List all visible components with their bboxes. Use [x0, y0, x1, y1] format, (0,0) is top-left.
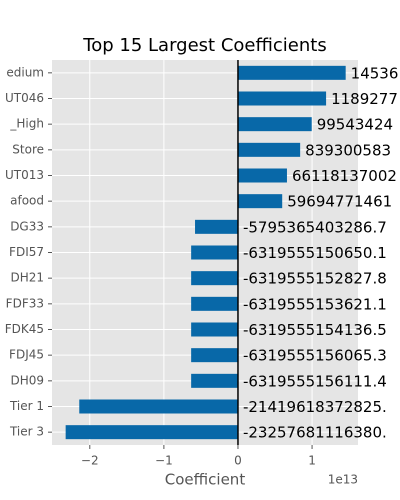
y-tick-label: Tier 1	[9, 399, 44, 413]
value-label: 14536	[351, 64, 399, 82]
x-tick-label: 0	[234, 454, 242, 468]
value-label: -6319555152827.8	[243, 270, 387, 288]
x-axis-label: Coefficient	[165, 471, 246, 489]
y-tick-label: UT013	[5, 168, 44, 182]
bar	[237, 142, 301, 157]
bar	[237, 117, 312, 132]
bar	[191, 271, 238, 286]
y-tick-label: FDI57	[9, 245, 44, 259]
value-label: -23257681116380.	[243, 424, 387, 442]
bar	[237, 168, 287, 183]
bar	[191, 348, 238, 363]
value-label: -6319555154136.5	[243, 321, 387, 339]
y-tick-label: Tier 3	[9, 425, 44, 439]
y-tick-label: edium	[6, 65, 44, 79]
y-tick-label: DH09	[10, 373, 44, 387]
bar	[191, 373, 238, 388]
chart-title: Top 15 Largest Coefficients	[82, 35, 326, 56]
y-tick-label: _High	[9, 117, 44, 131]
bar	[191, 296, 238, 311]
value-label: 839300583	[305, 141, 391, 159]
bar	[237, 65, 346, 80]
y-tick-label: FDF33	[6, 296, 44, 310]
value-label: 59694771461	[287, 193, 392, 211]
value-label: -6319555153621.1	[243, 295, 387, 313]
bar	[237, 194, 283, 209]
value-label: -5795365403286.7	[243, 218, 387, 236]
x-tick-label: −1	[155, 454, 173, 468]
y-tick-label: UT046	[5, 91, 44, 105]
y-tick-label: afood	[10, 194, 44, 208]
y-tick-label: DH21	[10, 271, 44, 285]
y-tick-label: FDK45	[5, 322, 44, 336]
y-tick-label: FDJ45	[9, 348, 44, 362]
value-label: -21419618372825.	[243, 398, 387, 416]
bar	[79, 399, 238, 414]
value-label: -6319555156111.4	[243, 372, 387, 390]
bar	[65, 425, 238, 440]
value-label: 66118137002	[292, 167, 397, 185]
value-label: 99543424	[317, 116, 393, 134]
value-label: -6319555156065.3	[243, 347, 387, 365]
x-tick-label: −2	[81, 454, 99, 468]
bar	[237, 91, 327, 106]
bar	[191, 322, 238, 337]
value-label: 1189277	[331, 90, 398, 108]
value-label: -6319555150650.1	[243, 244, 387, 262]
bar	[191, 245, 238, 260]
bar	[195, 219, 238, 234]
x-tick-label: 1	[308, 454, 316, 468]
y-tick-label: DG33	[10, 219, 44, 233]
offset-text: 1e13	[328, 473, 358, 487]
y-tick-label: Store	[12, 142, 44, 156]
